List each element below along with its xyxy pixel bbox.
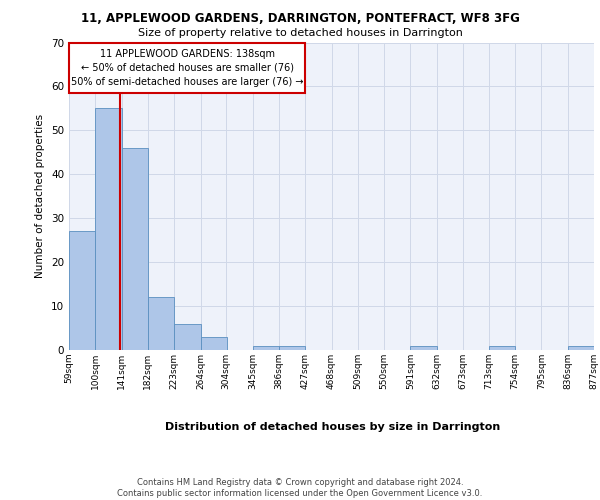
Text: 11, APPLEWOOD GARDENS, DARRINGTON, PONTEFRACT, WF8 3FG: 11, APPLEWOOD GARDENS, DARRINGTON, PONTE… xyxy=(80,12,520,26)
Bar xyxy=(174,324,200,350)
FancyBboxPatch shape xyxy=(69,42,305,93)
Bar xyxy=(489,346,515,350)
Text: Distribution of detached houses by size in Darrington: Distribution of detached houses by size … xyxy=(166,422,500,432)
Bar xyxy=(568,346,594,350)
Bar xyxy=(122,148,148,350)
Text: Contains HM Land Registry data © Crown copyright and database right 2024.
Contai: Contains HM Land Registry data © Crown c… xyxy=(118,478,482,498)
Bar xyxy=(200,337,227,350)
Text: Size of property relative to detached houses in Darrington: Size of property relative to detached ho… xyxy=(137,28,463,38)
Bar xyxy=(95,108,122,350)
Y-axis label: Number of detached properties: Number of detached properties xyxy=(35,114,46,278)
Bar xyxy=(410,346,437,350)
Bar xyxy=(148,298,174,350)
Text: 11 APPLEWOOD GARDENS: 138sqm
← 50% of detached houses are smaller (76)
50% of se: 11 APPLEWOOD GARDENS: 138sqm ← 50% of de… xyxy=(71,48,304,88)
Bar xyxy=(69,232,95,350)
Bar xyxy=(279,346,305,350)
Bar xyxy=(253,346,279,350)
